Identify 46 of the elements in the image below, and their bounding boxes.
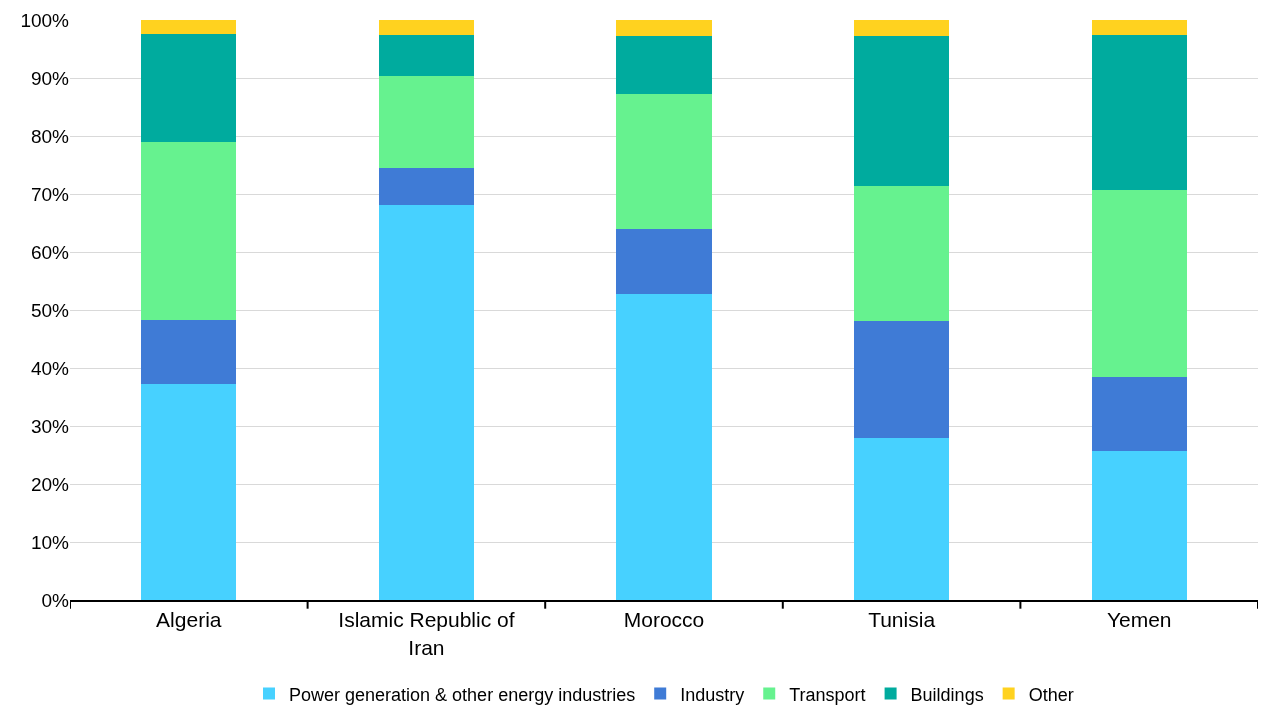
- bar: [378, 76, 474, 168]
- bar: [378, 205, 474, 600]
- legend-label: Other: [1028, 684, 1074, 705]
- x-tick-label: Algeria: [156, 608, 222, 632]
- bar: [616, 36, 712, 95]
- bar: [854, 185, 950, 322]
- bar: [1091, 450, 1187, 600]
- bar: [616, 20, 712, 37]
- bar: [1091, 35, 1187, 190]
- bar: [616, 293, 712, 600]
- legend-label: Buildings: [910, 684, 984, 705]
- x-tick-label: Islamic Republic of Iran: [338, 608, 515, 659]
- bar: [854, 36, 950, 186]
- bar: [1091, 189, 1187, 378]
- bar: [854, 438, 950, 600]
- legend-label: Power generation & other energy industries: [289, 684, 636, 705]
- y-tick-label: 60%: [30, 241, 70, 263]
- y-tick-label: 100%: [20, 9, 70, 31]
- legend-label: Transport: [789, 684, 866, 705]
- bar: [616, 94, 712, 229]
- legend-label: Industry: [680, 684, 745, 705]
- bar: [141, 141, 237, 320]
- y-tick-label: 80%: [30, 125, 70, 147]
- bar: [141, 20, 237, 34]
- x-tick-label: Yemen: [1106, 608, 1172, 632]
- bar: [141, 319, 237, 385]
- x-tick-label: Morocco: [623, 608, 705, 632]
- bar: [378, 35, 474, 77]
- y-tick-label: 70%: [30, 183, 70, 205]
- bar: [854, 20, 950, 37]
- y-tick-label: 0%: [41, 589, 70, 611]
- bar: [141, 384, 237, 600]
- bar: [854, 321, 950, 439]
- bar: [616, 228, 712, 294]
- bar: [378, 167, 474, 206]
- bar: [1091, 377, 1187, 451]
- y-tick-label: 30%: [30, 415, 70, 437]
- y-tick-label: 90%: [30, 67, 70, 89]
- y-tick-label: 50%: [30, 299, 70, 321]
- y-tick-label: 10%: [30, 531, 70, 553]
- bar: [141, 33, 237, 142]
- y-tick-label: 20%: [30, 473, 70, 495]
- x-tick-label: Tunisia: [868, 608, 936, 632]
- bar: [1091, 20, 1187, 36]
- y-tick-label: 40%: [30, 357, 70, 379]
- bar: [378, 20, 474, 36]
